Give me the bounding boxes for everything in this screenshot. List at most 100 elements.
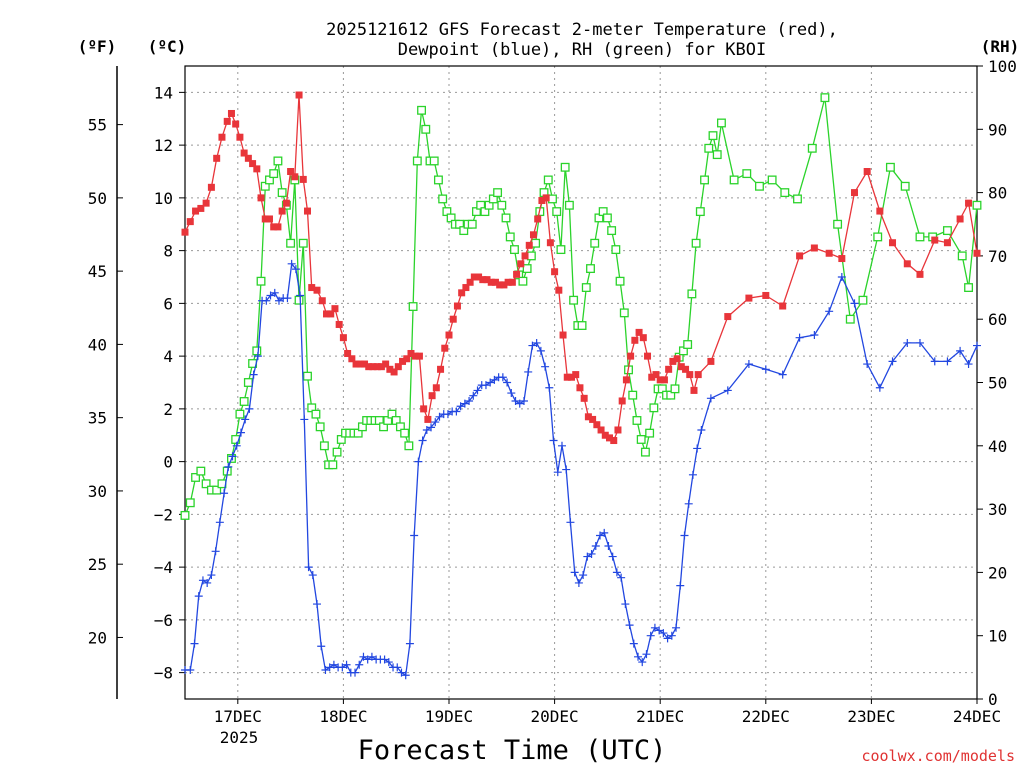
x-ticks: 17DEC 18DEC 19DEC 20DEC 21DEC 22DEC 23DEC 24DEC (214, 699, 1001, 726)
dewpoint-point (663, 634, 672, 643)
temperature-point (538, 197, 546, 205)
temperature-point (521, 252, 529, 260)
fahrenheit-tick-label: 45 (88, 262, 107, 281)
temperature-point (589, 415, 597, 423)
fahrenheit-ticks: 55 50 45 40 35 30 25 20 (88, 116, 123, 647)
x-tick-label: 21DEC (636, 707, 684, 726)
temperature-point (373, 363, 381, 371)
temperature-point (610, 437, 618, 445)
x-tick-label: 23DEC (847, 707, 895, 726)
dewpoint-point (642, 650, 651, 659)
dewpoint-point (266, 291, 275, 300)
rh-point (243, 378, 253, 387)
rh-point (900, 181, 910, 191)
temperature-point (639, 334, 647, 342)
rh-point (942, 226, 952, 236)
celsius-tick-label: 10 (154, 189, 173, 208)
dewpoint-point (680, 531, 689, 540)
temperature-point (563, 373, 571, 381)
rh-point (252, 346, 262, 356)
rh-point (429, 156, 439, 166)
dewpoint-point (744, 360, 753, 369)
temperature-point (863, 168, 871, 175)
dewpoint-point (355, 660, 364, 669)
dewpoint-point (308, 571, 317, 580)
dewpoint-point (956, 346, 965, 355)
dewpoint-point (422, 425, 431, 434)
temperature-point (745, 294, 753, 302)
temperature-point (673, 355, 681, 363)
celsius-tick-label: 14 (154, 83, 173, 102)
temperature-point (593, 421, 601, 429)
temperature-point (428, 392, 436, 400)
rh-point (729, 175, 739, 185)
temperature-point (386, 365, 394, 373)
x-tick-label: 17DEC (214, 707, 262, 726)
rh-point (569, 295, 579, 305)
temperature-point (618, 397, 626, 405)
temperature-point (458, 289, 466, 297)
dewpoint-point (296, 291, 305, 300)
dewpoint-point (321, 665, 330, 674)
celsius-tick-label: 2 (163, 400, 173, 419)
dewpoint-point (418, 436, 427, 445)
temperature-point (622, 376, 630, 384)
dewpoint-point (706, 394, 715, 403)
dewpoint-point (253, 352, 262, 361)
temperature-point (295, 91, 303, 99)
temperature-point (394, 363, 402, 371)
rh-tick-label: 10 (988, 627, 1007, 646)
dewpoint-point (431, 418, 440, 427)
dewpoint-point (486, 378, 495, 387)
temperature-point (223, 117, 231, 125)
rh-point (742, 169, 752, 179)
rh-tick-label: 70 (988, 247, 1007, 266)
rh-point (670, 384, 680, 394)
dewpoint-point (469, 391, 478, 400)
dewpoint-point (903, 338, 912, 347)
temperature-point (348, 355, 356, 363)
temperature-point (407, 349, 415, 357)
rh-point (586, 264, 595, 274)
rh-point (873, 232, 883, 242)
temperature-point (356, 360, 364, 368)
dewpoint-point (795, 333, 804, 342)
dewpoint-point (655, 626, 664, 635)
temperature-point (810, 244, 818, 252)
dewpoint-point (410, 531, 419, 540)
temperature-point (265, 215, 273, 223)
celsius-tick-label: −2 (154, 505, 173, 524)
temperature-point (186, 218, 194, 226)
temperature-point (227, 109, 235, 117)
rh-point (704, 143, 714, 153)
rh-point (755, 181, 764, 191)
dewpoint-point (557, 441, 566, 450)
temperature-point (584, 413, 592, 421)
dewpoint-point (249, 370, 258, 379)
dewpoint-point (837, 273, 846, 281)
temperature-point (390, 368, 398, 376)
series-plus-1 (181, 259, 981, 680)
dewpoint-point (621, 600, 630, 609)
temperature-point (181, 228, 189, 236)
rh-point (556, 245, 566, 255)
rh-point (543, 175, 553, 185)
dewpoint-point (414, 457, 423, 466)
temperature-point (559, 331, 567, 339)
rh-point (277, 188, 287, 198)
dewpoint-point (693, 444, 702, 453)
temperature-point (218, 133, 226, 141)
temperature-point (551, 268, 559, 276)
rh-point (590, 238, 600, 248)
dewpoint-point (583, 552, 592, 561)
dewpoint-point (591, 542, 600, 551)
celsius-tick-label: 6 (163, 294, 173, 313)
temperature-point (627, 352, 635, 360)
chart-title-line-1: 2025121612 GFS Forecast 2-meter Temperat… (326, 20, 838, 40)
temperature-point (403, 355, 411, 363)
rh-point (185, 498, 195, 508)
rh-point (231, 435, 241, 444)
dewpoint-point (456, 402, 465, 411)
temperature-point (213, 154, 221, 162)
dewpoint-point (634, 652, 643, 661)
